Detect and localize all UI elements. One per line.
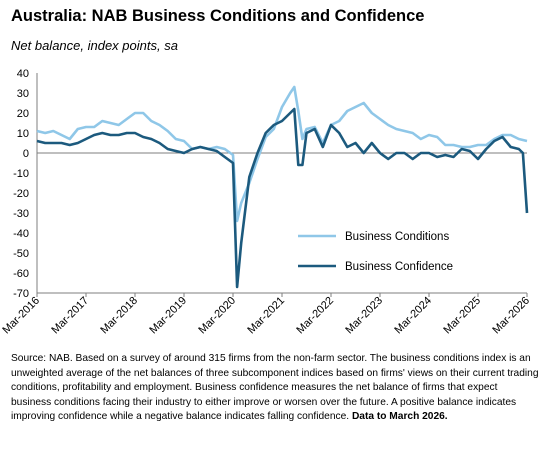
y-tick-label: -40 [13,228,29,240]
series-line-2 [36,107,529,289]
x-tick-label: Mar-2018 [98,295,140,337]
y-tick-label: -50 [13,248,29,260]
legend-label: Business Confidence [345,261,453,273]
legend-label: Business Conditions [345,231,449,243]
y-tick-label: -10 [13,168,29,180]
y-tick-label: -60 [13,268,29,280]
x-tick-label: Mar-2024 [392,295,434,337]
y-tick-label: -20 [13,188,29,200]
y-tick-label: -30 [13,208,29,220]
chart-subtitle: Net balance, index points, sa [11,38,178,53]
x-tick-label: Mar-2026 [490,295,532,337]
series-line-1 [36,85,528,223]
x-tick-label: Mar-2017 [49,295,91,337]
source-text: Source: NAB. Based on a survey of around… [11,353,539,423]
y-tick-label: 40 [17,68,29,80]
source-data-date: Data to March 2026. [351,411,448,423]
y-tick-label: -70 [13,288,29,300]
source-note: Source: NAB. Based on a survey of around… [11,352,539,425]
y-tick-label: 0 [23,148,29,160]
x-tick-label: Mar-2016 [0,295,42,337]
legend-box [286,217,482,281]
x-tick-label: Mar-2023 [343,295,385,337]
x-tick-label: Mar-2020 [196,295,238,337]
x-tick-label: Mar-2022 [294,295,336,337]
y-tick-label: 30 [17,88,29,100]
y-tick-label: 10 [17,128,29,140]
chart-title: Australia: NAB Business Conditions and C… [11,7,425,25]
y-tick-label: 20 [17,108,29,120]
x-tick-label: Mar-2025 [441,295,483,337]
x-tick-label: Mar-2021 [245,295,287,337]
x-tick-label: Mar-2019 [147,295,189,337]
